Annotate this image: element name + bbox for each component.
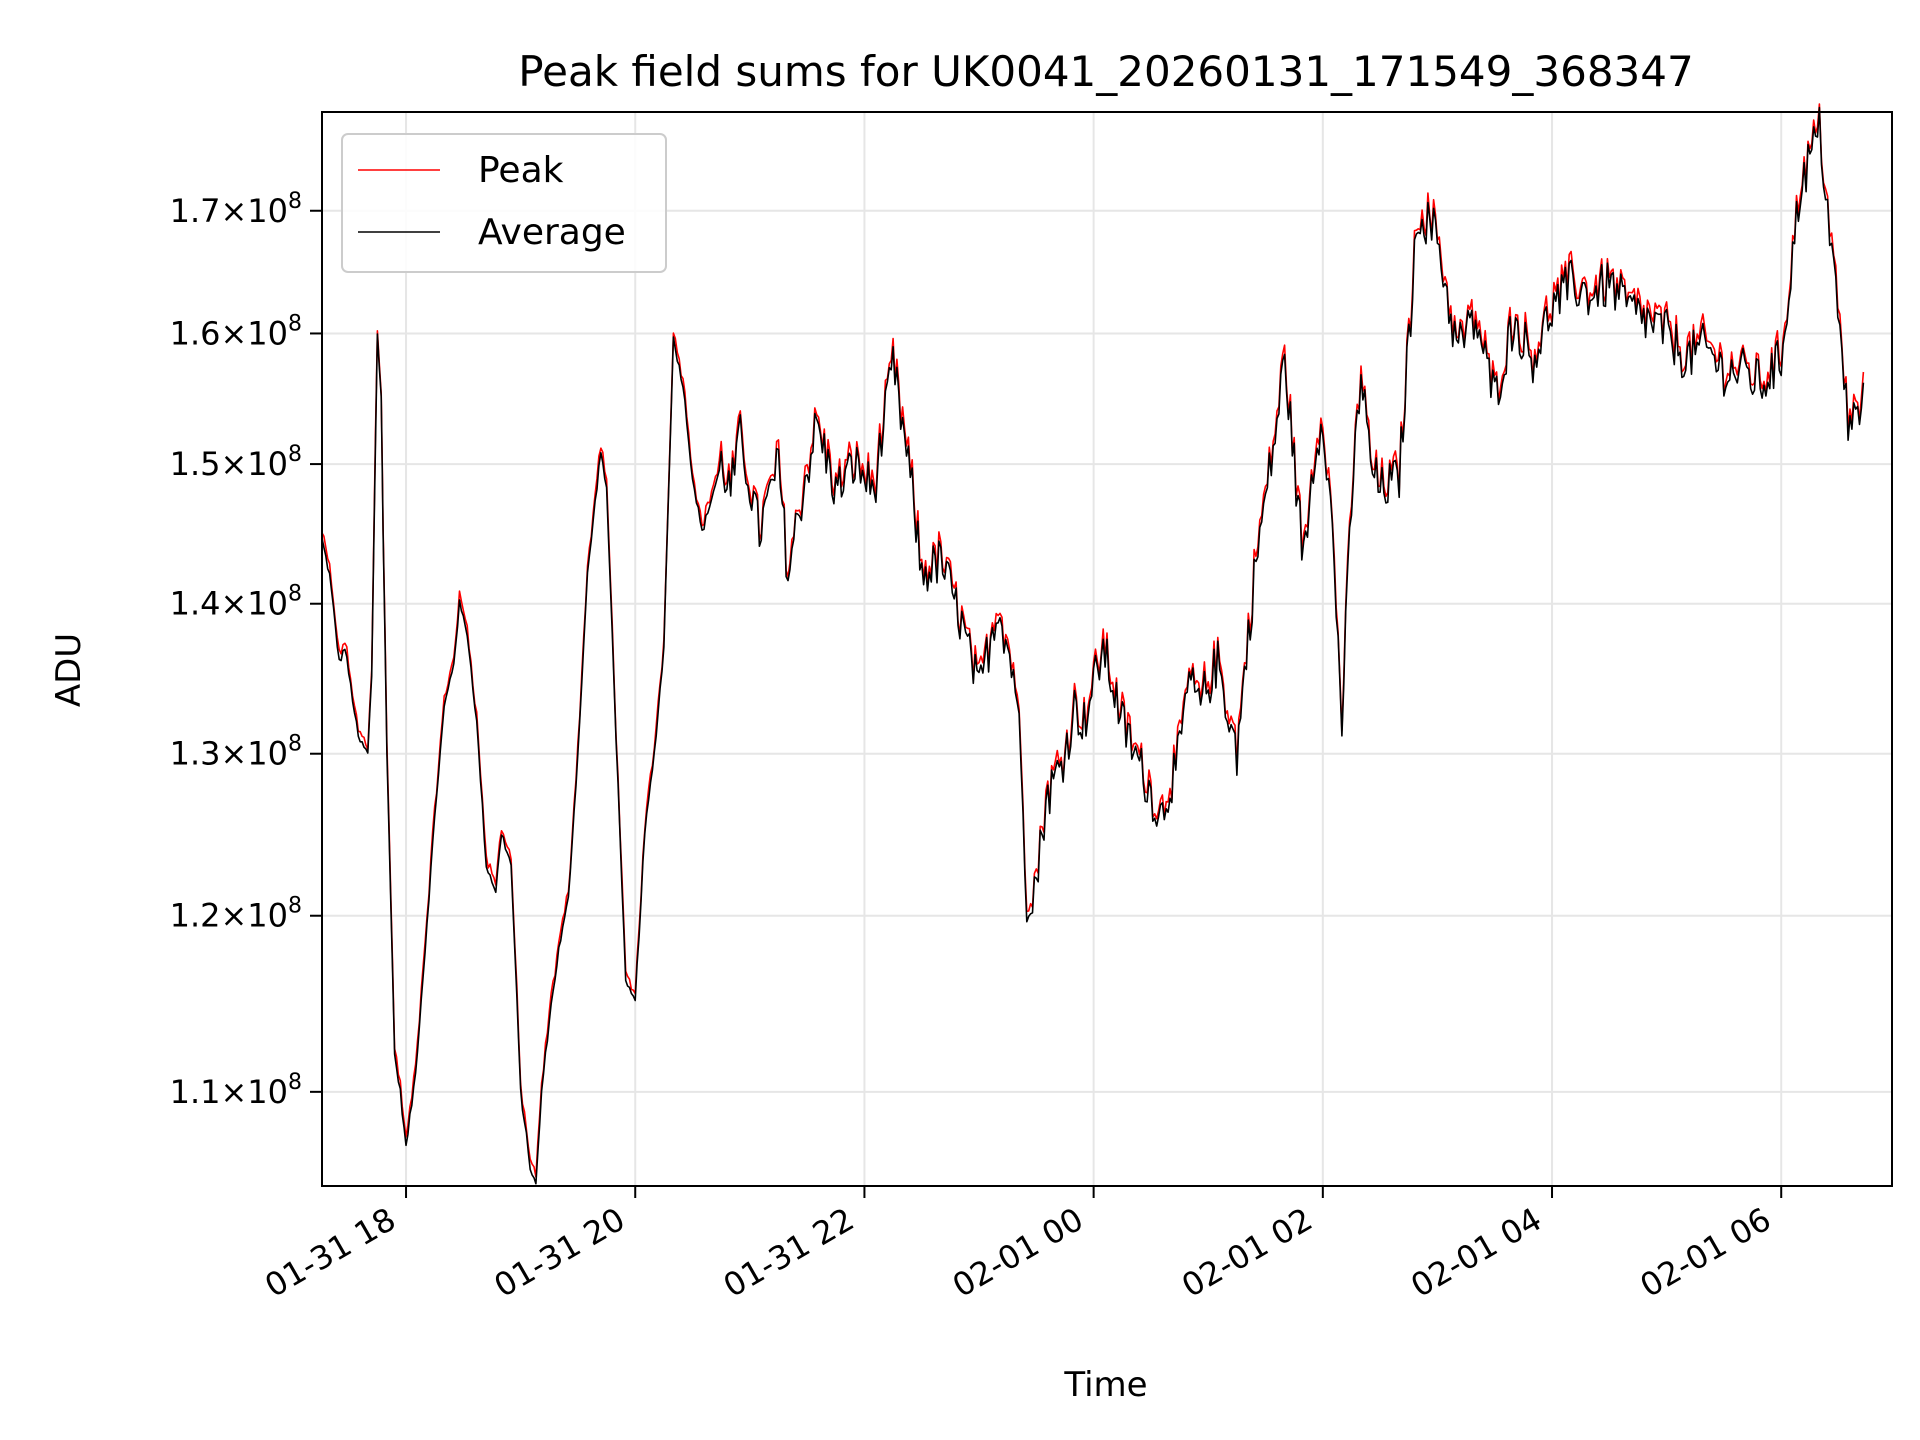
y-tick-times: × xyxy=(220,1073,247,1111)
y-tick-exponent: 8 xyxy=(288,732,302,757)
x-axis-label: Time xyxy=(1063,1365,1147,1405)
y-tick-base: 10 xyxy=(247,897,288,935)
y-tick-mantissa: 1.4 xyxy=(170,585,221,623)
y-tick-exponent: 8 xyxy=(288,311,302,336)
y-tick-base: 10 xyxy=(247,314,288,352)
y-tick-mantissa: 1.3 xyxy=(170,735,221,773)
y-tick-mantissa: 1.2 xyxy=(170,897,221,935)
y-tick-label: 1.1×108 xyxy=(170,1070,302,1111)
y-tick-mantissa: 1.1 xyxy=(170,1073,221,1111)
y-tick-times: × xyxy=(220,735,247,773)
y-tick-label: 1.3×108 xyxy=(170,732,302,773)
y-tick-label: 1.2×108 xyxy=(170,894,302,935)
y-tick-base: 10 xyxy=(247,735,288,773)
y-tick-base: 10 xyxy=(247,1073,288,1111)
y-tick-times: × xyxy=(220,445,247,483)
plot-lines xyxy=(321,103,1865,1185)
y-tick-times: × xyxy=(220,192,247,230)
y-tick-label: 1.7×108 xyxy=(170,189,302,230)
y-tick-mantissa: 1.5 xyxy=(170,445,221,483)
y-tick-exponent: 8 xyxy=(288,442,302,467)
series-average-line xyxy=(321,106,1865,1185)
y-tick-label: 1.4×108 xyxy=(170,582,302,623)
y-tick-base: 10 xyxy=(247,445,288,483)
y-tick-times: × xyxy=(220,314,247,352)
y-tick-times: × xyxy=(220,585,247,623)
plot-frame xyxy=(321,111,1893,1187)
y-tick-mantissa: 1.7 xyxy=(170,192,221,230)
y-tick-times: × xyxy=(220,897,247,935)
legend-average-label: Average xyxy=(478,212,626,253)
grid xyxy=(322,112,1892,1186)
y-tick-base: 10 xyxy=(247,585,288,623)
legend: Peak Average xyxy=(341,133,667,273)
y-tick-exponent: 8 xyxy=(288,582,302,607)
chart-title: Peak field sums for UK0041_20260131_1715… xyxy=(518,47,1693,96)
y-tick-mantissa: 1.6 xyxy=(170,314,221,352)
y-tick-exponent: 8 xyxy=(288,1070,302,1095)
legend-peak-label: Peak xyxy=(478,150,564,191)
y-tick-label: 1.5×108 xyxy=(170,442,302,483)
y-tick-exponent: 8 xyxy=(288,894,302,919)
y-axis-label: ADU xyxy=(49,633,89,707)
legend-box xyxy=(341,133,667,273)
y-tick-label: 1.6×108 xyxy=(170,311,302,352)
y-tick-base: 10 xyxy=(247,192,288,230)
y-tick-exponent: 8 xyxy=(288,189,302,214)
